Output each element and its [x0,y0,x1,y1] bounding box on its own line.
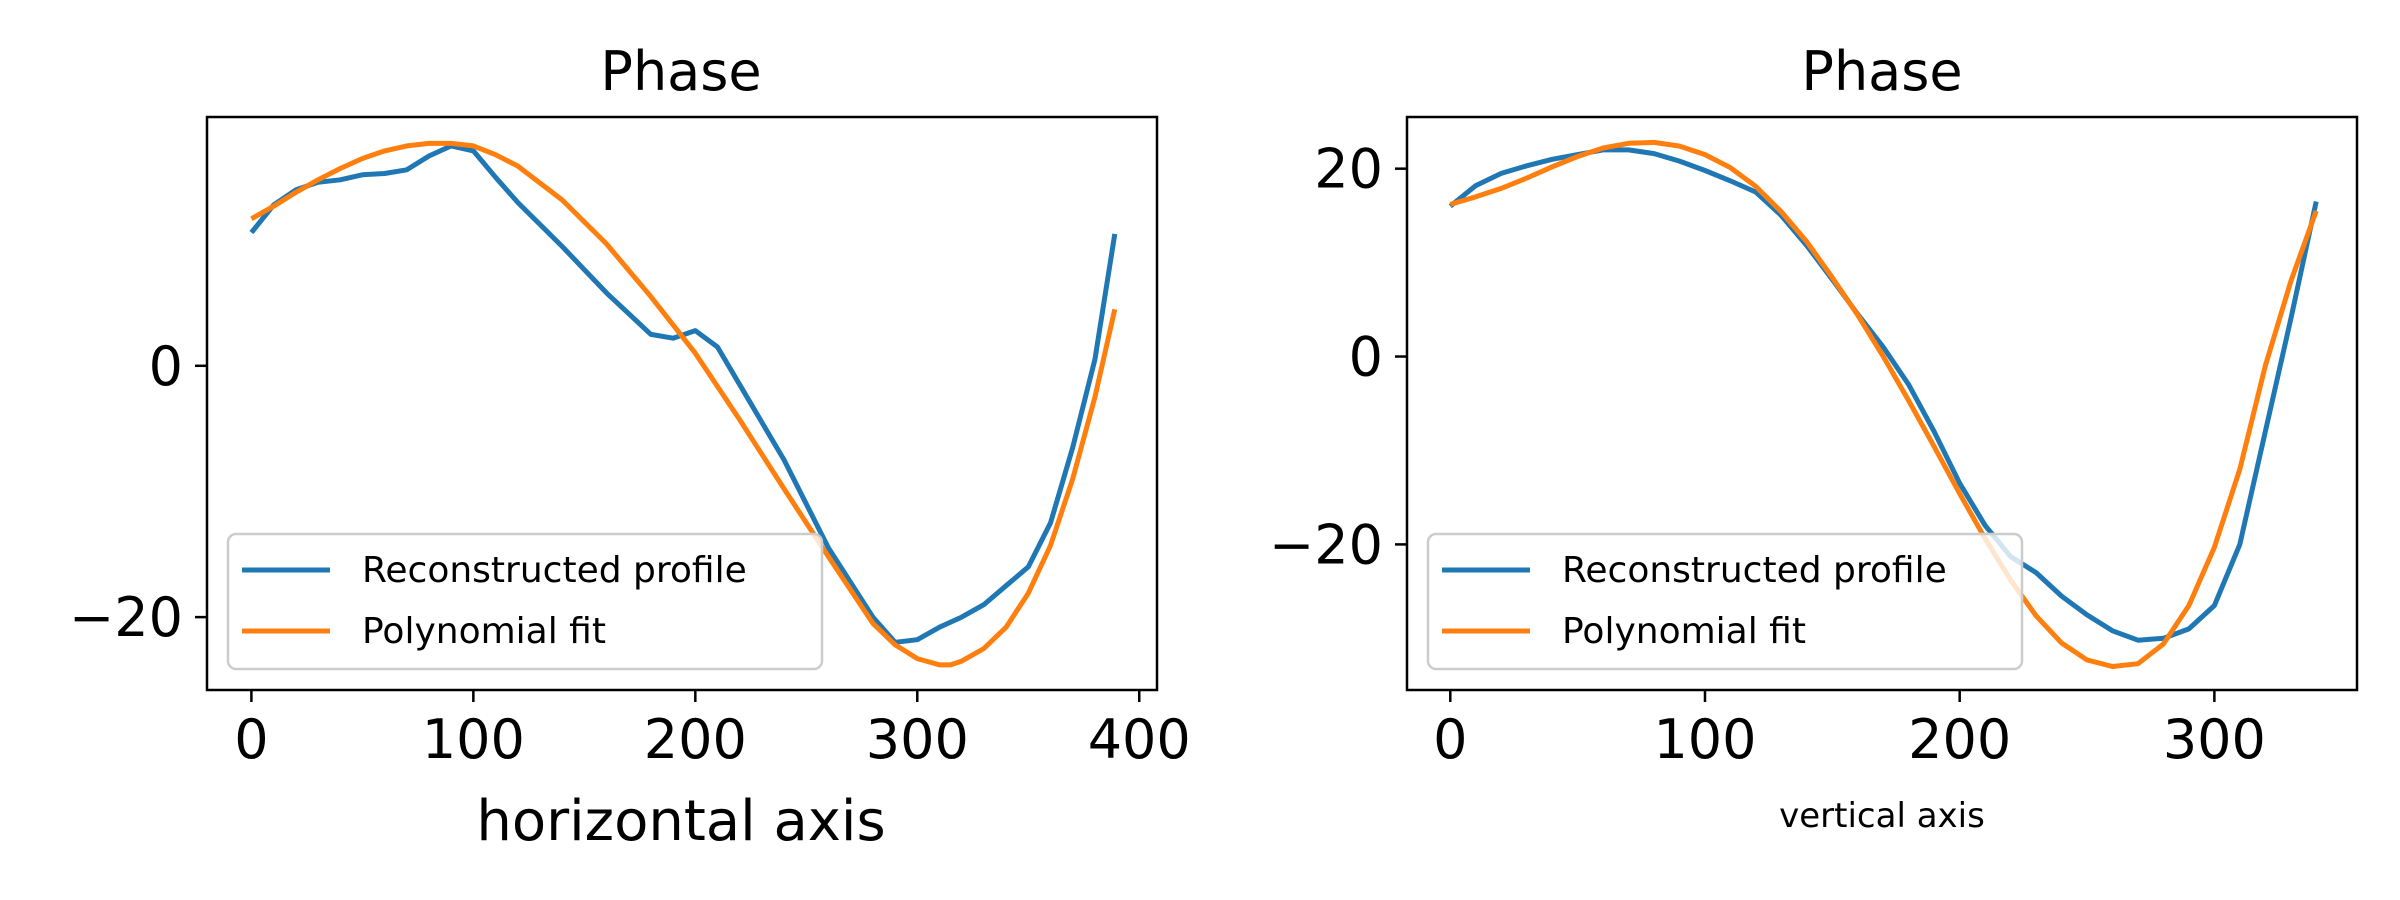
y-tick-label: −20 [69,586,183,649]
series-line-reconstructed-profile [249,143,1118,645]
x-axis-label: horizontal axis [476,789,885,854]
panel-left: Phase 0 100 200 300 400 0 −20 Reconstructed pro… [69,40,1191,854]
legend-box [1426,532,2024,671]
legend-label: Polynomial fit [362,611,606,652]
x-tick-label: 300 [866,708,969,771]
y-tick-label: 0 [149,335,183,398]
x-tick-label: 100 [422,708,525,771]
legend-box [226,532,824,671]
legend: Reconstructed profile Polynomial fit [226,532,824,671]
legend: Reconstructed profile Polynomial fit [1426,532,2024,671]
chart-title: Phase [600,40,761,103]
x-tick-label: 200 [644,708,747,771]
series-line-polynomial-fit [250,140,1118,668]
x-axis-label: vertical axis [1779,796,1985,836]
x-tick-label: 0 [234,708,268,771]
chart-title: Phase [1801,40,1962,103]
x-tick-label: 400 [1088,708,1191,771]
x-tick-label: 0 [1433,708,1467,771]
plot-area-left: 0 100 200 300 400 0 −20 Reconstructed profile Po… [69,115,1191,771]
y-tick-label: 20 [1314,138,1383,201]
series-line-polynomial-fit [1449,139,2319,669]
axes-frame [205,115,1159,692]
x-tick-label: 200 [1908,708,2011,771]
legend-label: Reconstructed profile [1562,550,1947,591]
axes-frame [1405,115,2359,692]
legend-label: Polynomial fit [1562,611,1806,652]
y-tick-label: 0 [1349,326,1383,389]
x-tick-label: 100 [1653,708,1756,771]
legend-label: Reconstructed profile [362,550,747,591]
y-tick-label: −20 [1269,513,1383,576]
x-tick-label: 300 [2163,708,2266,771]
